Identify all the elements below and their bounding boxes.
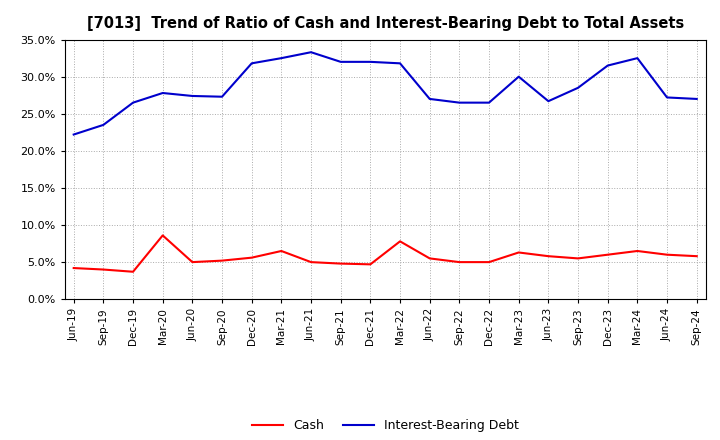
Interest-Bearing Debt — [396, 61, 405, 66]
Interest-Bearing Debt — [217, 94, 226, 99]
Interest-Bearing Debt — [188, 93, 197, 99]
Cash — [277, 248, 286, 253]
Interest-Bearing Debt — [426, 96, 434, 102]
Cash — [336, 261, 345, 266]
Interest-Bearing Debt — [603, 63, 612, 68]
Cash — [396, 239, 405, 244]
Cash — [426, 256, 434, 261]
Legend: Cash, Interest-Bearing Debt: Cash, Interest-Bearing Debt — [247, 414, 523, 437]
Cash — [633, 248, 642, 253]
Cash — [455, 260, 464, 265]
Interest-Bearing Debt — [574, 85, 582, 91]
Cash — [485, 260, 493, 265]
Interest-Bearing Debt — [129, 100, 138, 105]
Interest-Bearing Debt — [633, 55, 642, 61]
Interest-Bearing Debt — [307, 50, 315, 55]
Cash — [99, 267, 108, 272]
Interest-Bearing Debt — [662, 95, 671, 100]
Cash — [188, 260, 197, 265]
Cash — [366, 262, 374, 267]
Cash — [693, 253, 701, 259]
Cash — [603, 252, 612, 257]
Line: Cash: Cash — [73, 235, 697, 272]
Interest-Bearing Debt — [455, 100, 464, 105]
Interest-Bearing Debt — [99, 122, 108, 128]
Interest-Bearing Debt — [158, 90, 167, 95]
Line: Interest-Bearing Debt: Interest-Bearing Debt — [73, 52, 697, 135]
Interest-Bearing Debt — [336, 59, 345, 65]
Interest-Bearing Debt — [485, 100, 493, 105]
Title: [7013]  Trend of Ratio of Cash and Interest-Bearing Debt to Total Assets: [7013] Trend of Ratio of Cash and Intere… — [86, 16, 684, 32]
Interest-Bearing Debt — [514, 74, 523, 79]
Cash — [574, 256, 582, 261]
Interest-Bearing Debt — [693, 96, 701, 102]
Cash — [129, 269, 138, 275]
Interest-Bearing Debt — [277, 55, 286, 61]
Interest-Bearing Debt — [366, 59, 374, 65]
Cash — [514, 250, 523, 255]
Cash — [248, 255, 256, 260]
Interest-Bearing Debt — [69, 132, 78, 137]
Cash — [217, 258, 226, 263]
Cash — [662, 252, 671, 257]
Interest-Bearing Debt — [248, 61, 256, 66]
Cash — [158, 233, 167, 238]
Cash — [69, 265, 78, 271]
Cash — [307, 260, 315, 265]
Interest-Bearing Debt — [544, 99, 553, 104]
Cash — [544, 253, 553, 259]
